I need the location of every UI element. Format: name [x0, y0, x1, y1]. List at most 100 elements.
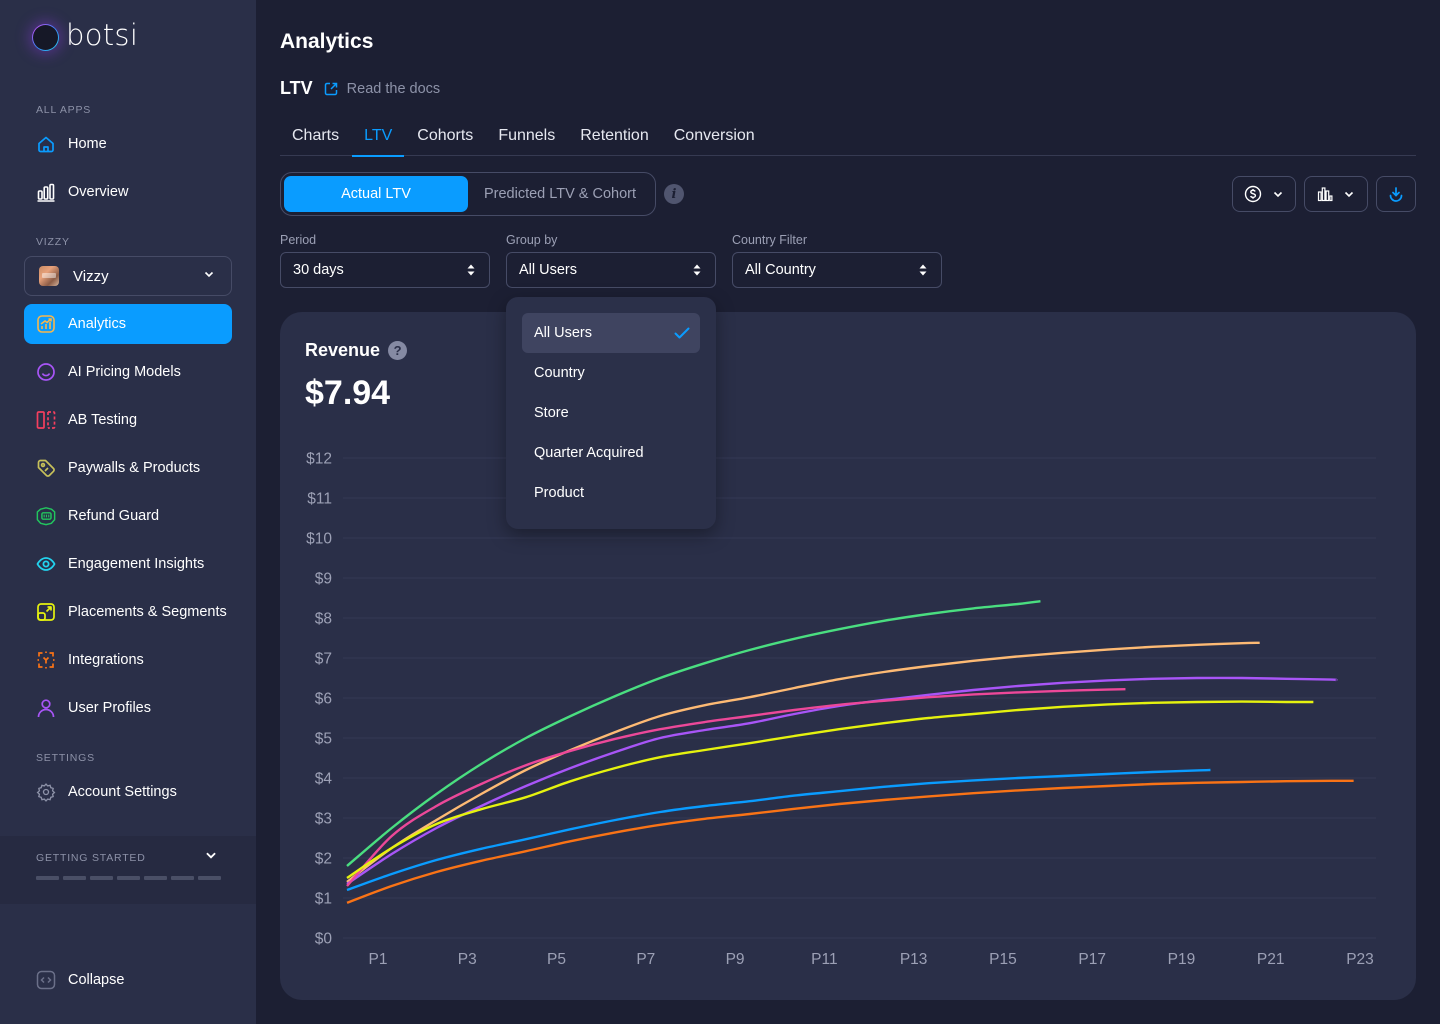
option-label: Quarter Acquired	[534, 445, 644, 461]
split-icon	[36, 410, 56, 430]
tab-conversion[interactable]: Conversion	[673, 127, 755, 144]
series-line-green[interactable]	[346, 600, 1041, 867]
tab-retention[interactable]: Retention	[580, 127, 649, 144]
sort-arrows-icon	[919, 264, 927, 276]
group-by-label: Group by	[506, 233, 558, 247]
user-icon	[36, 698, 56, 718]
series-line-blue[interactable]	[346, 768, 1211, 892]
chevron-down-icon	[1273, 191, 1283, 198]
brand-logo[interactable]: botsi	[32, 18, 139, 52]
logo-mark-icon	[32, 24, 59, 51]
sort-arrows-icon	[693, 264, 701, 276]
x-tick-label: P17	[1078, 951, 1106, 968]
sidebar-item-label: Paywalls & Products	[68, 460, 201, 476]
dropdown-option-store[interactable]: Store	[522, 393, 700, 433]
progress-step	[63, 876, 86, 880]
app-selector-label: Vizzy	[73, 267, 109, 285]
group-by-value: All Users	[519, 262, 578, 278]
section-label-settings: SETTINGS	[36, 752, 95, 764]
sidebar-item-user-profiles[interactable]: User Profiles	[24, 688, 232, 728]
main-content: Analytics LTV Read the docs Charts LTV C…	[256, 0, 1440, 1024]
y-tick-label: $3	[315, 811, 332, 828]
sidebar-item-engagement-insights[interactable]: Engagement Insights	[24, 544, 232, 584]
brand-name: botsi	[66, 18, 139, 52]
y-tick-label: $11	[307, 491, 332, 508]
x-tick-label: P9	[726, 951, 745, 968]
sidebar-item-home[interactable]: Home	[24, 124, 232, 164]
sidebar-item-integrations[interactable]: Integrations	[24, 640, 232, 680]
group-by-select[interactable]: All Users	[506, 252, 716, 288]
sidebar-item-analytics[interactable]: Analytics	[24, 304, 232, 344]
series-line-light-orange[interactable]	[346, 641, 1260, 883]
sidebar-item-label: Refund Guard	[68, 508, 160, 524]
predicted-ltv-button[interactable]: Predicted LTV & Cohort	[483, 186, 637, 202]
chevron-down-icon[interactable]	[204, 848, 218, 867]
series-line-red-orange[interactable]	[346, 779, 1354, 904]
sidebar-item-label: Account Settings	[68, 784, 177, 800]
period-select[interactable]: 30 days	[280, 252, 490, 288]
chevron-down-icon	[203, 267, 215, 285]
tab-funnels[interactable]: Funnels	[498, 127, 556, 144]
series-line-pink[interactable]	[346, 688, 1126, 887]
tab-ltv[interactable]: LTV	[352, 118, 405, 157]
collapse-icon	[36, 970, 56, 990]
y-tick-label: $6	[315, 691, 332, 708]
tab-cohorts[interactable]: Cohorts	[417, 127, 474, 144]
option-label: All Users	[534, 325, 593, 341]
dropdown-option-country[interactable]: Country	[522, 353, 700, 393]
bar-chart-icon	[36, 182, 56, 202]
y-tick-label: $0	[315, 931, 333, 948]
sidebar-item-label: Overview	[68, 184, 129, 200]
sidebar-item-label: Home	[68, 136, 107, 152]
shield-icon	[36, 506, 56, 526]
read-docs-link[interactable]: Read the docs	[323, 81, 440, 97]
x-tick-label: P19	[1168, 951, 1196, 968]
sidebar: botsi ALL APPS Home Overview VIZZY Vizzy…	[0, 0, 256, 1024]
series-line-purple[interactable]	[346, 676, 1338, 885]
collapse-button[interactable]: Collapse	[24, 960, 232, 1000]
smile-icon	[36, 362, 56, 382]
getting-started-panel: GETTING STARTED	[0, 836, 256, 904]
app-thumbnail	[39, 266, 59, 286]
series-line-yellow[interactable]	[346, 700, 1314, 879]
sidebar-item-label: AB Testing	[68, 412, 138, 428]
sidebar-item-label: Engagement Insights	[68, 556, 205, 572]
currency-menu-button[interactable]	[1232, 176, 1296, 212]
download-icon	[1389, 187, 1403, 202]
sidebar-item-account-settings[interactable]: Account Settings	[24, 772, 232, 812]
app-selector[interactable]: Vizzy	[24, 256, 232, 296]
dropdown-option-all-users[interactable]: All Users	[522, 313, 700, 353]
country-filter-select[interactable]: All Country	[732, 252, 942, 288]
period-value: 30 days	[293, 262, 344, 278]
help-icon[interactable]: ?	[388, 341, 408, 360]
option-label: Store	[534, 405, 569, 421]
sidebar-item-ab-testing[interactable]: AB Testing	[24, 400, 232, 440]
integrations-icon	[36, 650, 56, 670]
x-tick-label: P3	[458, 951, 477, 968]
option-label: Product	[534, 485, 584, 501]
getting-started-label: GETTING STARTED	[36, 852, 146, 864]
sidebar-item-label: Analytics	[68, 316, 127, 332]
dropdown-option-product[interactable]: Product	[522, 473, 700, 513]
chart-type-menu-button[interactable]	[1304, 176, 1368, 212]
x-tick-label: P15	[989, 951, 1017, 968]
sidebar-item-paywalls-products[interactable]: Paywalls & Products	[24, 448, 232, 488]
sidebar-item-placements-segments[interactable]: Placements & Segments	[24, 592, 232, 632]
y-tick-label: $12	[306, 451, 332, 468]
download-button[interactable]	[1376, 176, 1416, 212]
dropdown-option-quarter-acquired[interactable]: Quarter Acquired	[522, 433, 700, 473]
sidebar-item-ai-pricing-models[interactable]: AI Pricing Models	[24, 352, 232, 392]
sort-arrows-icon	[467, 264, 475, 276]
info-icon[interactable]: i	[664, 184, 684, 204]
x-tick-label: P23	[1346, 951, 1374, 968]
eye-icon	[36, 554, 56, 574]
country-filter-label: Country Filter	[732, 233, 808, 247]
actual-ltv-button[interactable]: Actual LTV	[284, 176, 468, 212]
sidebar-item-refund-guard[interactable]: Refund Guard	[24, 496, 232, 536]
progress-step	[36, 876, 59, 880]
revenue-chart-card: $0 $1 $2 $3 $4 $5 $6 $7 $8 $9 $10 $11 $12 P1 P3 P5 P7 P9…	[280, 312, 1416, 1000]
revenue-value: $7.94	[305, 374, 391, 412]
sidebar-item-overview[interactable]: Overview	[24, 172, 232, 212]
tab-charts[interactable]: Charts	[292, 127, 340, 144]
progress-step	[117, 876, 140, 880]
